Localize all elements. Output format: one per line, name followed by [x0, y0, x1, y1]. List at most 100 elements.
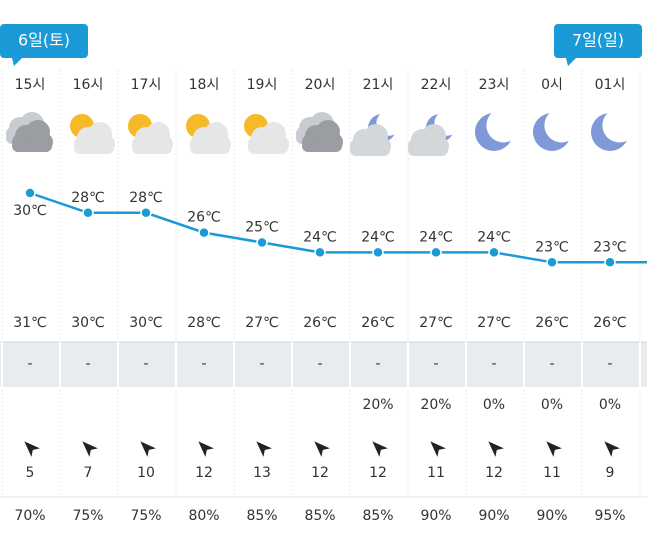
wind-speed: 12	[311, 465, 329, 481]
temp-label: 26℃	[187, 210, 221, 226]
wind-arrow	[256, 441, 272, 457]
hour-label: 23시	[479, 77, 510, 93]
wind-arrow	[198, 441, 214, 457]
weather-icon	[70, 114, 115, 154]
precipitation: -	[433, 356, 438, 372]
wind-arrow	[24, 441, 40, 457]
temp-label: 23℃	[535, 239, 569, 255]
icon-part	[602, 108, 637, 143]
badge-text: 6일(토)	[18, 31, 70, 50]
precipitation: -	[27, 356, 32, 372]
precipitation: -	[259, 356, 264, 372]
temp-point	[546, 256, 558, 269]
humidity: 75%	[130, 508, 161, 524]
feels-like: 26℃	[593, 315, 627, 331]
weather-icon	[244, 114, 289, 154]
temp-point	[488, 246, 500, 259]
icon-part	[12, 140, 52, 152]
feels-like: 30℃	[129, 315, 163, 331]
temp-point	[430, 246, 442, 259]
precip-prob: 0%	[599, 397, 621, 413]
icon-part	[132, 142, 172, 154]
icon-part	[544, 108, 579, 143]
icon-part	[302, 140, 342, 152]
hour-label: 21시	[363, 77, 394, 93]
precipitation: -	[375, 356, 380, 372]
feels-like: 27℃	[477, 315, 511, 331]
icon-part	[74, 142, 114, 154]
precipitation: -	[85, 356, 90, 372]
icon-part	[190, 142, 230, 154]
icon-part	[486, 108, 521, 143]
feels-like: 31℃	[13, 315, 47, 331]
hour-label: 01시	[595, 77, 626, 93]
humidity: 95%	[594, 508, 625, 524]
temp-label: 25℃	[245, 220, 279, 236]
temp-point	[256, 236, 268, 249]
wind-speed: 13	[253, 465, 271, 481]
wind-speed: 12	[485, 465, 503, 481]
icon-part	[350, 144, 390, 156]
hour-label: 17시	[131, 77, 162, 93]
precip-prob: 20%	[420, 397, 451, 413]
wind-speed: 10	[137, 465, 155, 481]
temp-point	[604, 256, 616, 269]
humidity: 80%	[188, 508, 219, 524]
temp-label: 24℃	[303, 229, 337, 245]
precipitation: -	[607, 356, 612, 372]
feels-like: 28℃	[187, 315, 221, 331]
humidity: 70%	[14, 508, 45, 524]
hour-label: 19시	[247, 77, 278, 93]
wind-speed: 11	[427, 465, 445, 481]
humidity: 85%	[246, 508, 277, 524]
weather-icon	[475, 108, 521, 151]
humidity: 75%	[72, 508, 103, 524]
wind-arrow	[314, 441, 330, 457]
precipitation: -	[491, 356, 496, 372]
badge-text: 7일(일)	[572, 31, 624, 50]
weather-icon	[533, 108, 579, 151]
humidity: 85%	[304, 508, 335, 524]
weather-icon	[591, 108, 637, 151]
hour-label: 22시	[421, 77, 452, 93]
precipitation: -	[317, 356, 322, 372]
humidity: 90%	[478, 508, 509, 524]
wind-speed: 12	[195, 465, 213, 481]
hour-label: 18시	[189, 77, 220, 93]
badge-shape	[0, 24, 88, 66]
weather-icon	[296, 112, 343, 152]
temp-label: 30℃	[13, 203, 47, 219]
precip-band	[0, 342, 647, 387]
temp-label: 23℃	[593, 239, 627, 255]
humidity: 90%	[536, 508, 567, 524]
temp-point	[198, 226, 210, 239]
temp-label: 24℃	[361, 229, 395, 245]
temp-label: 24℃	[477, 229, 511, 245]
wind-arrow	[604, 441, 620, 457]
temp-label: 28℃	[71, 190, 105, 206]
weather-icon	[408, 110, 460, 156]
temp-point	[372, 246, 384, 259]
wind-speed: 11	[543, 465, 561, 481]
temp-point	[140, 207, 152, 219]
precip-prob: 20%	[362, 397, 393, 413]
precipitation: -	[549, 356, 554, 372]
icon-part	[248, 142, 288, 154]
badge-shape	[554, 24, 642, 66]
wind-speed: 12	[369, 465, 387, 481]
wind-arrow	[82, 441, 98, 457]
humidity: 90%	[420, 508, 451, 524]
wind-speed: 9	[606, 465, 615, 481]
weather-icon	[128, 114, 173, 154]
wind-arrow	[546, 441, 562, 457]
wind-speed: 5	[26, 465, 35, 481]
wind-arrow	[430, 441, 446, 457]
icon-part	[408, 144, 448, 156]
hour-label: 20시	[305, 77, 336, 93]
feels-like: 30℃	[71, 315, 105, 331]
precipitation: -	[201, 356, 206, 372]
precip-prob: 0%	[541, 397, 563, 413]
feels-like: 27℃	[245, 315, 279, 331]
temp-label: 24℃	[419, 229, 453, 245]
